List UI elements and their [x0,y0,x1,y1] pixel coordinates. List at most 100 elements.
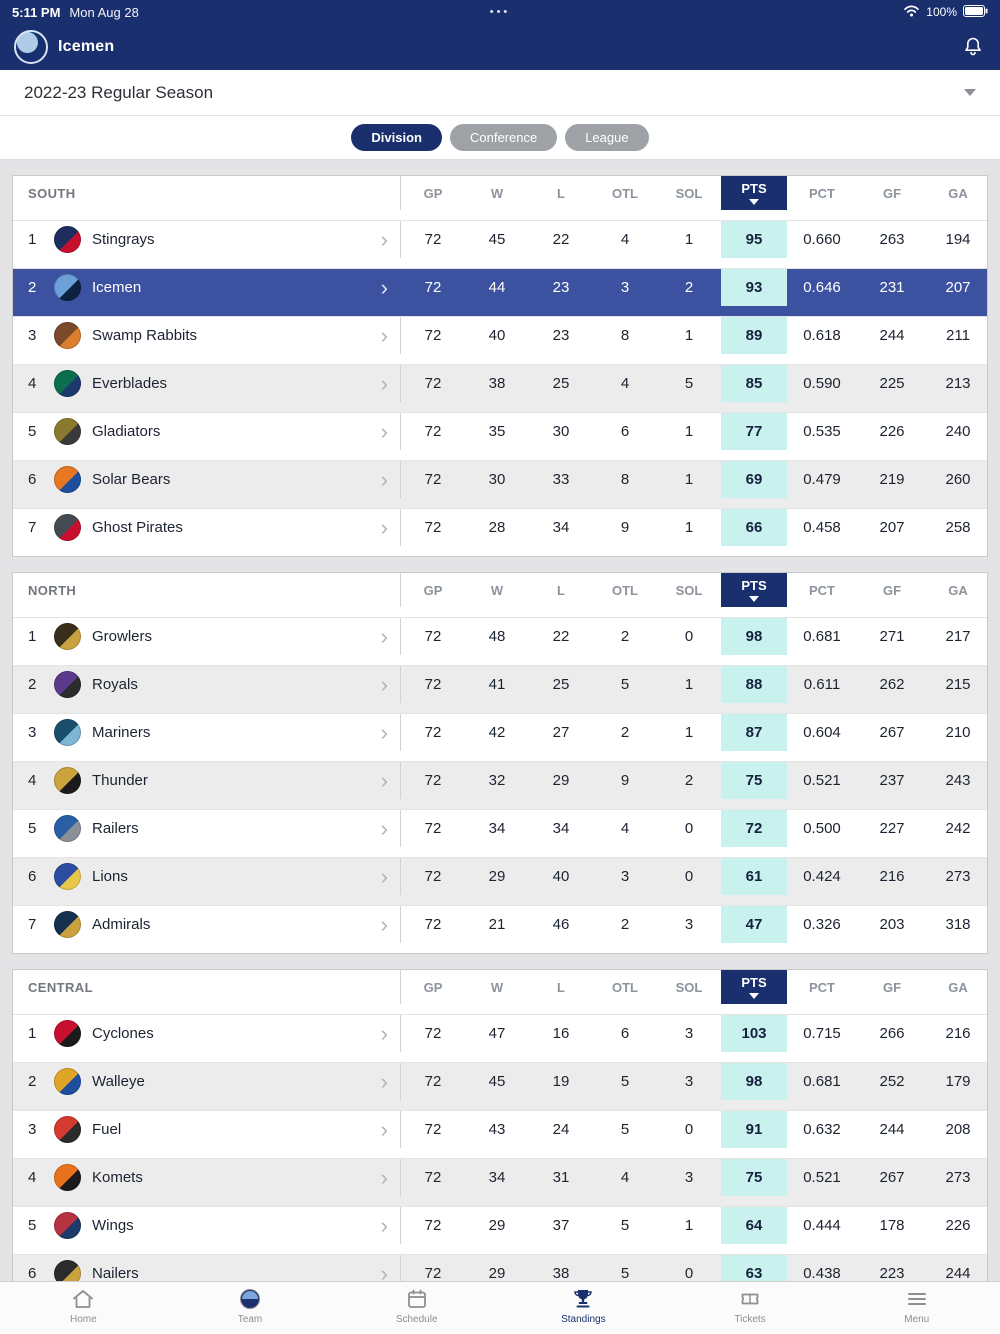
team-cell: 7 Ghost Pirates › [13,509,401,546]
team-row[interactable]: 3 Fuel › 72 43 24 5 0 91 0.632 244 208 [13,1110,987,1158]
status-time: 5:11 PM [12,4,61,20]
team-row[interactable]: 1 Cyclones › 72 47 16 6 3 103 0.715 266 216 [13,1014,987,1062]
column-header-ga[interactable]: GA [948,979,968,995]
column-header-w[interactable]: W [490,185,504,201]
stat-pct: 0.660 [803,231,841,248]
stat-gf: 267 [879,1169,905,1186]
team-row[interactable]: 5 Wings › 72 29 37 5 1 64 0.444 178 226 [13,1206,987,1254]
nav-tickets[interactable]: Tickets [667,1287,834,1325]
column-header-otl[interactable]: OTL [612,185,638,201]
column-header-gp[interactable]: GP [423,979,443,995]
tab-conference[interactable]: Conference [449,124,558,151]
column-header-gp[interactable]: GP [423,185,443,201]
team-logo [54,623,81,650]
team-row[interactable]: 5 Railers › 72 34 34 4 0 72 0.500 227 242 [13,809,987,857]
column-header-gf[interactable]: GF [882,185,902,201]
tab-league[interactable]: League [565,124,649,151]
column-header-otl[interactable]: OTL [612,582,638,598]
stat-otl: 8 [620,471,630,488]
stat-ga: 242 [945,820,971,837]
nav-menu[interactable]: Menu [833,1287,1000,1325]
nav-team[interactable]: Team [167,1287,334,1325]
team-row[interactable]: 2 Walleye › 72 45 19 5 3 98 0.681 252 179 [13,1062,987,1110]
team-name: Admirals [92,916,151,933]
team-row[interactable]: 7 Ghost Pirates › 72 28 34 9 1 66 0.458 207 258 [13,508,987,556]
column-header-gp[interactable]: GP [423,582,443,598]
team-row[interactable]: 7 Admirals › 72 21 46 2 3 47 0.326 203 318 [13,905,987,953]
team-name: Thunder [92,772,148,789]
stat-l: 34 [552,519,570,536]
column-header-sol[interactable]: SOL [675,582,703,598]
column-header-ga[interactable]: GA [948,185,968,201]
stat-w: 47 [488,1025,506,1042]
sort-descending-icon [749,199,759,205]
column-header-w[interactable]: W [490,582,504,598]
column-header-pct[interactable]: PCT [809,979,835,995]
team-row[interactable]: 2 Royals › 72 41 25 5 1 88 0.611 262 215 [13,665,987,713]
season-selector[interactable]: 2022-23 Regular Season [0,70,1000,116]
column-header-pts[interactable]: PTS [721,970,787,1004]
column-header-w[interactable]: W [490,979,504,995]
stat-sol: 0 [684,868,694,885]
team-row[interactable]: 1 Growlers › 72 48 22 2 0 98 0.681 271 217 [13,617,987,665]
team-name: Fuel [92,1121,122,1138]
column-header-otl[interactable]: OTL [612,979,638,995]
stat-w: 35 [488,423,506,440]
stat-gp: 72 [424,1169,442,1186]
team-row[interactable]: 2 Icemen › 72 44 23 3 2 93 0.646 231 207 [13,268,987,316]
standings-section: SOUTH GP W L OTL SOL PTS PCT GF GA 1 Stingrays › 72 45… [0,160,1000,1303]
stat-pct: 0.521 [803,772,841,789]
sort-descending-icon [749,993,759,999]
team-row[interactable]: 5 Gladiators › 72 35 30 6 1 77 0.535 226 240 [13,412,987,460]
column-header-pct[interactable]: PCT [809,185,835,201]
column-header-pts[interactable]: PTS [721,176,787,210]
ticket-icon [738,1287,762,1311]
stat-pct: 0.681 [803,1073,841,1090]
nav-standings[interactable]: Standings [500,1287,667,1325]
icemen-logo [14,30,48,64]
team-logo [54,322,81,349]
stat-l: 25 [552,676,570,693]
stat-w: 29 [488,1265,506,1282]
team-row[interactable]: 6 Solar Bears › 72 30 33 8 1 69 0.479 219 260 [13,460,987,508]
notifications-bell-icon[interactable] [960,34,986,60]
nav-home[interactable]: Home [0,1287,167,1325]
column-header-l[interactable]: L [557,979,565,995]
column-header-sol[interactable]: SOL [675,185,703,201]
column-header-ga[interactable]: GA [948,582,968,598]
stat-ga: 216 [945,1025,971,1042]
column-header-sol[interactable]: SOL [675,979,703,995]
column-header-pct[interactable]: PCT [809,582,835,598]
team-cell: 4 Everblades › [13,365,401,402]
team-row[interactable]: 3 Swamp Rabbits › 72 40 23 8 1 89 0.618 244 211 [13,316,987,364]
stat-pct: 0.444 [803,1217,841,1234]
column-header-gf[interactable]: GF [882,979,902,995]
team-row[interactable]: 6 Lions › 72 29 40 3 0 61 0.424 216 273 [13,857,987,905]
column-header-l[interactable]: L [557,185,565,201]
stat-gp: 72 [424,327,442,344]
team-name: Growlers [92,628,153,645]
stat-spacer [13,751,401,761]
chevron-right-icon: › [380,514,388,540]
team-row[interactable]: 4 Thunder › 72 32 29 9 2 75 0.521 237 243 [13,761,987,809]
stat-gf: 252 [879,1073,905,1090]
column-header-pts[interactable]: PTS [721,573,787,607]
nav-schedule[interactable]: Schedule [333,1287,500,1325]
team-row[interactable]: 4 Everblades › 72 38 25 4 5 85 0.590 225 213 [13,364,987,412]
column-header-l[interactable]: L [557,582,565,598]
team-name: Wings [92,1217,134,1234]
column-header-gf[interactable]: GF [882,582,902,598]
stat-otl: 2 [620,724,630,741]
chevron-right-icon: › [380,623,388,649]
team-name: Icemen [92,279,142,296]
team-row[interactable]: 4 Komets › 72 34 31 4 3 75 0.521 267 273 [13,1158,987,1206]
stat-gp: 72 [424,471,442,488]
team-rank: 4 [28,1169,37,1186]
team-row[interactable]: 3 Mariners › 72 42 27 2 1 87 0.604 267 210 [13,713,987,761]
tab-division[interactable]: Division [351,124,442,151]
calendar-icon [405,1287,429,1311]
team-row[interactable]: 1 Stingrays › 72 45 22 4 1 95 0.660 263 194 [13,220,987,268]
stat-ga: 240 [945,423,971,440]
stat-sol: 1 [684,471,694,488]
division-name: NORTH [13,573,401,607]
